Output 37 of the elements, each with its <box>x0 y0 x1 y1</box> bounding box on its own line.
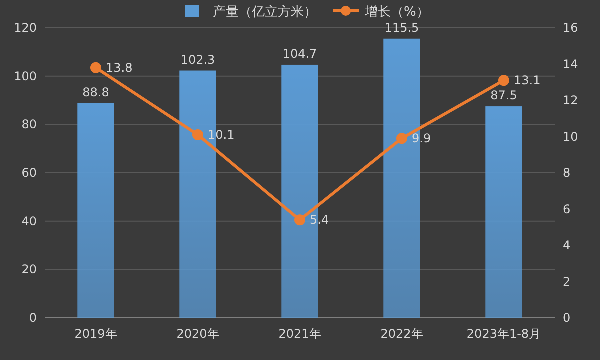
legend-label: 产量（亿立方米） <box>213 4 317 20</box>
x-tick-label: 2021年 <box>278 327 322 341</box>
y-tick-label: 60 <box>22 166 37 180</box>
bar <box>78 103 114 318</box>
data-label: 13.8 <box>106 60 133 75</box>
x-tick-label: 2019年 <box>74 327 118 341</box>
y2-tick-label: 2 <box>563 274 571 289</box>
point <box>396 133 408 144</box>
data-label: 87.5 <box>490 88 518 103</box>
x-tick-label: 2022年 <box>380 327 424 341</box>
y-tick-label: 80 <box>22 118 37 132</box>
y-tick-label: 0 <box>29 311 37 325</box>
bar <box>486 106 522 318</box>
y-tick-label: 20 <box>22 262 37 277</box>
legend-label: 增长（%） <box>364 5 430 20</box>
y2-tick-label: 6 <box>563 202 571 216</box>
y-tick-label: 40 <box>22 214 37 228</box>
data-label: 102.3 <box>180 52 216 67</box>
y-tick-label: 100 <box>14 69 37 84</box>
y2-tick-label: 0 <box>563 311 571 325</box>
point <box>192 129 204 140</box>
point <box>498 75 510 86</box>
point <box>294 214 306 226</box>
data-label: 13.1 <box>514 74 541 88</box>
y2-tick-label: 8 <box>563 166 571 180</box>
point <box>90 62 102 74</box>
data-label: 88.8 <box>82 85 110 100</box>
data-label: 104.7 <box>282 46 318 61</box>
x-tick-label: 2023年1-8月 <box>466 327 542 341</box>
x-tick-label: 2020年 <box>176 327 220 341</box>
y2-tick-label: 16 <box>563 21 578 35</box>
data-label: 115.5 <box>384 20 420 35</box>
y2-tick-label: 12 <box>563 94 578 108</box>
y2-tick-label: 14 <box>563 57 578 72</box>
y-tick-label: 120 <box>14 21 37 35</box>
y2-tick-label: 4 <box>563 238 571 252</box>
y2-tick-label: 10 <box>563 130 578 144</box>
